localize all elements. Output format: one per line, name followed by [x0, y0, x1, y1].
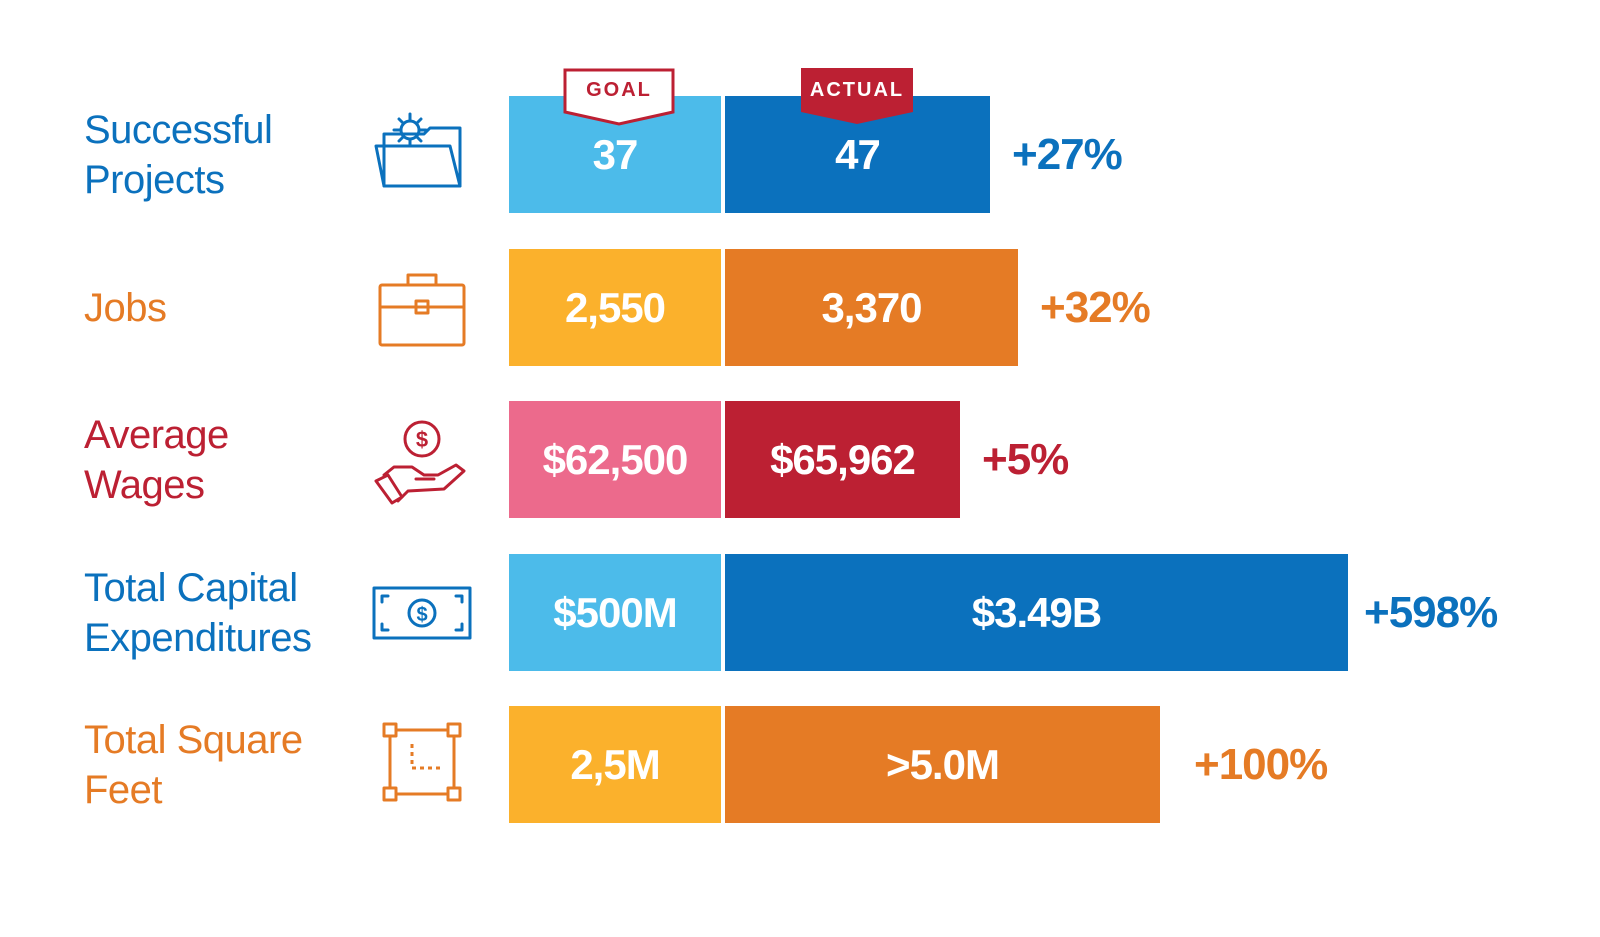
change-label-average-wages: +5%	[982, 434, 1069, 484]
actual-bar-jobs: 3,370	[725, 249, 1018, 366]
goal-bar-total-square-feet: 2,5M	[509, 706, 721, 823]
svg-text:$: $	[416, 604, 427, 626]
square-area-icon	[372, 714, 472, 814]
row-label-line: Jobs	[84, 285, 167, 330]
actual-bar-successful-projects: 47	[725, 96, 990, 213]
change-label-total-capital-expenditures: +598%	[1364, 587, 1498, 637]
row-label-jobs: Jobs	[84, 249, 384, 366]
row-label-total-square-feet: Total Square Feet	[84, 706, 384, 823]
row-label-line: Successful	[84, 107, 273, 152]
row-label-line: Average	[84, 412, 229, 457]
actual-legend-label: ACTUAL	[809, 78, 905, 101]
briefcase-icon	[372, 257, 472, 357]
svg-text:$: $	[416, 427, 428, 452]
row-label-total-capital-expenditures: Total Capital Expenditures	[84, 554, 384, 671]
change-label-successful-projects: +27%	[1012, 129, 1123, 179]
actual-bar-total-capital-expenditures: $3.49B	[725, 554, 1348, 671]
row-label-line: Feet	[84, 767, 163, 812]
actual-bar-average-wages: $65,962	[725, 401, 960, 518]
banknote-icon: $	[372, 562, 472, 662]
row-label-successful-projects: Successful Projects	[84, 96, 384, 213]
row-label-line: Projects	[84, 157, 225, 202]
change-label-total-square-feet: +100%	[1194, 739, 1328, 789]
actual-bar-total-square-feet: >5.0M	[725, 706, 1160, 823]
goal-tag-shape	[563, 68, 675, 126]
row-label-line: Wages	[84, 462, 205, 507]
row-label-average-wages: Average Wages	[84, 401, 384, 518]
row-label-line: Total Capital	[84, 565, 298, 610]
goal-legend-tag: GOAL	[563, 68, 675, 126]
goal-legend-label: GOAL	[586, 78, 652, 101]
goal-bar-jobs: 2,550	[509, 249, 721, 366]
change-label-jobs: +32%	[1040, 282, 1151, 332]
goal-bar-average-wages: $62,500	[509, 401, 721, 518]
row-label-line: Expenditures	[84, 615, 312, 660]
folder-gear-icon	[372, 104, 472, 204]
row-label-line: Total Square	[84, 717, 303, 762]
actual-tag-shape	[801, 68, 913, 124]
hand-coin-icon: $	[372, 409, 472, 509]
actual-legend-tag: ACTUAL	[801, 68, 913, 126]
goal-bar-total-capital-expenditures: $500M	[509, 554, 721, 671]
